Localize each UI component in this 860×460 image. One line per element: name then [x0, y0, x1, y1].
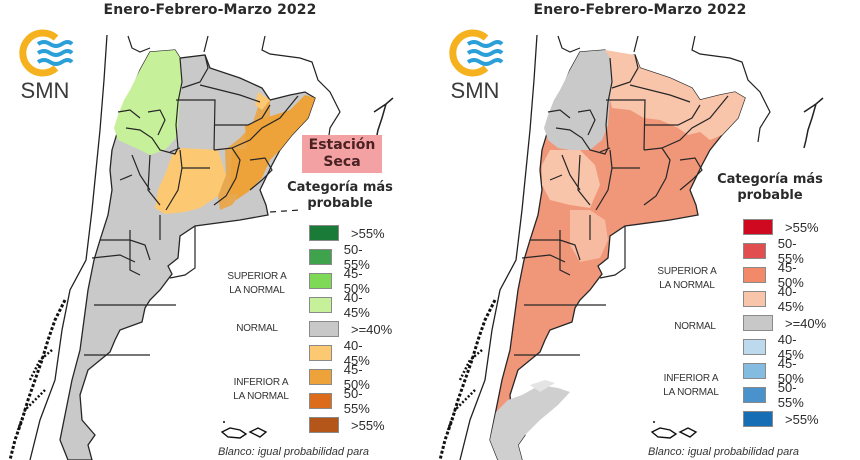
legend-item: >=40%	[309, 320, 392, 338]
legend-label: 40-45%	[777, 284, 804, 314]
legend-group-superior: SUPERIOR A LA NORMAL	[222, 270, 292, 298]
legend-title-line2: probable	[737, 188, 803, 203]
legend-item: >55%	[743, 410, 819, 428]
legend-item: 45-50%	[309, 266, 377, 296]
legend-item: >55%	[309, 416, 385, 434]
legend-swatch	[743, 363, 766, 379]
legend-item: 45-50%	[743, 260, 811, 290]
legend-swatch	[309, 321, 339, 337]
smn-logo-text: SMN	[450, 78, 500, 103]
smn-logo: SMN	[440, 28, 510, 108]
legend-label: >=40%	[785, 315, 827, 331]
legend-swatch	[743, 267, 766, 283]
legend-group-superior: SUPERIOR A LA NORMAL	[652, 265, 722, 293]
temperature-forecast-panel: Pronóstico de Temperatura Enero-Febrero-…	[430, 0, 860, 460]
legend-item: 40-45%	[309, 290, 377, 320]
smn-logo: SMN	[10, 28, 80, 108]
legend-label: 50-55%	[777, 236, 804, 266]
legend-item: 45-50%	[309, 362, 377, 392]
legend-swatch	[743, 387, 766, 403]
legend-swatch	[743, 339, 766, 355]
legend-swatch	[309, 393, 332, 409]
legend-item: >55%	[743, 218, 819, 236]
legend-label: 50-55%	[343, 386, 370, 416]
legend-swatch	[743, 315, 773, 331]
group-superior-line1: SUPERIOR A	[657, 266, 717, 277]
legend-title: Categoría más probable	[280, 180, 400, 212]
legend-group-normal: NORMAL	[236, 323, 278, 334]
legend-swatch	[743, 411, 773, 427]
legend-swatch	[309, 249, 332, 265]
legend-label: 50-55%	[777, 380, 804, 410]
group-inferior-line1: INFERIOR A	[663, 373, 719, 384]
legend-label: 45-50%	[777, 356, 804, 386]
footnote: Blanco: igual probabilidad para	[218, 446, 370, 458]
legend-swatch	[309, 345, 332, 361]
legend-item: >=40%	[743, 314, 826, 332]
legend-label: 45-50%	[343, 362, 370, 392]
panel-title: Enero-Febrero-Marzo 2022	[103, 2, 317, 18]
group-superior-line2: LA NORMAL	[659, 280, 715, 291]
group-superior-line1: SUPERIOR A	[227, 271, 287, 282]
legend-swatch	[743, 291, 766, 307]
smn-logo-text: SMN	[20, 78, 70, 103]
legend-label: >55%	[785, 219, 819, 235]
panel-title: Enero-Febrero-Marzo 2022	[533, 2, 747, 18]
badge-line2: Seca	[323, 154, 361, 170]
legend-label: 40-45%	[343, 290, 370, 320]
argentina-temperature-map	[438, 34, 824, 460]
footnote: Blanco: igual probabilidad para	[648, 446, 800, 458]
legend-label: >55%	[785, 411, 819, 427]
legend-group-normal: NORMAL	[674, 321, 716, 332]
group-inferior-line2: LA NORMAL	[233, 391, 289, 402]
legend-label: >=40%	[351, 321, 393, 337]
group-inferior-line2: LA NORMAL	[663, 387, 719, 398]
smn-sun-waves-logo-icon	[449, 29, 504, 77]
legend-swatch	[309, 225, 339, 241]
legend-item: 40-45%	[309, 338, 377, 368]
legend-label: 45-50%	[343, 266, 370, 296]
legend-label: 40-45%	[343, 338, 370, 368]
group-inferior-line1: INFERIOR A	[233, 377, 289, 388]
legend-label: 50-55%	[343, 242, 370, 272]
legend-title-line1: Categoría más	[717, 172, 823, 187]
precipitation-forecast-panel: Pronóstico de Precipitación Enero-Febrer…	[8, 2, 400, 460]
legend-label: >55%	[351, 225, 385, 241]
legend-title-line2: probable	[307, 196, 373, 211]
legend-title: Categoría más probable	[710, 172, 830, 204]
legend-item: 45-50%	[743, 356, 811, 386]
legend-group-inferior: INFERIOR A LA NORMAL	[656, 372, 726, 400]
legend-item: 50-55%	[309, 242, 377, 272]
legend-label: 40-45%	[777, 332, 804, 362]
legend-item: 50-55%	[743, 380, 811, 410]
smn-sun-waves-logo-icon	[19, 29, 74, 77]
legend-title-line1: Categoría más	[287, 180, 393, 195]
legend-item: >55%	[309, 224, 385, 242]
group-superior-line2: LA NORMAL	[229, 285, 285, 296]
argentina-precipitation-map	[8, 34, 394, 460]
legend-item: 50-55%	[309, 386, 377, 416]
legend-label: 45-50%	[777, 260, 804, 290]
dry-season-badge: Estación Seca	[302, 135, 382, 173]
badge-line1: Estación	[308, 137, 376, 153]
legend-item: 40-45%	[743, 332, 811, 362]
legend-item: 40-45%	[743, 284, 811, 314]
legend-swatch	[309, 417, 339, 433]
legend-swatch	[309, 297, 332, 313]
legend-item: 50-55%	[743, 236, 811, 266]
legend-swatch	[743, 243, 766, 259]
legend-group-inferior: INFERIOR A LA NORMAL	[226, 376, 296, 404]
legend-swatch	[743, 219, 773, 235]
legend-swatch	[309, 273, 332, 289]
legend-swatch	[309, 369, 332, 385]
legend-label: >55%	[351, 417, 385, 433]
